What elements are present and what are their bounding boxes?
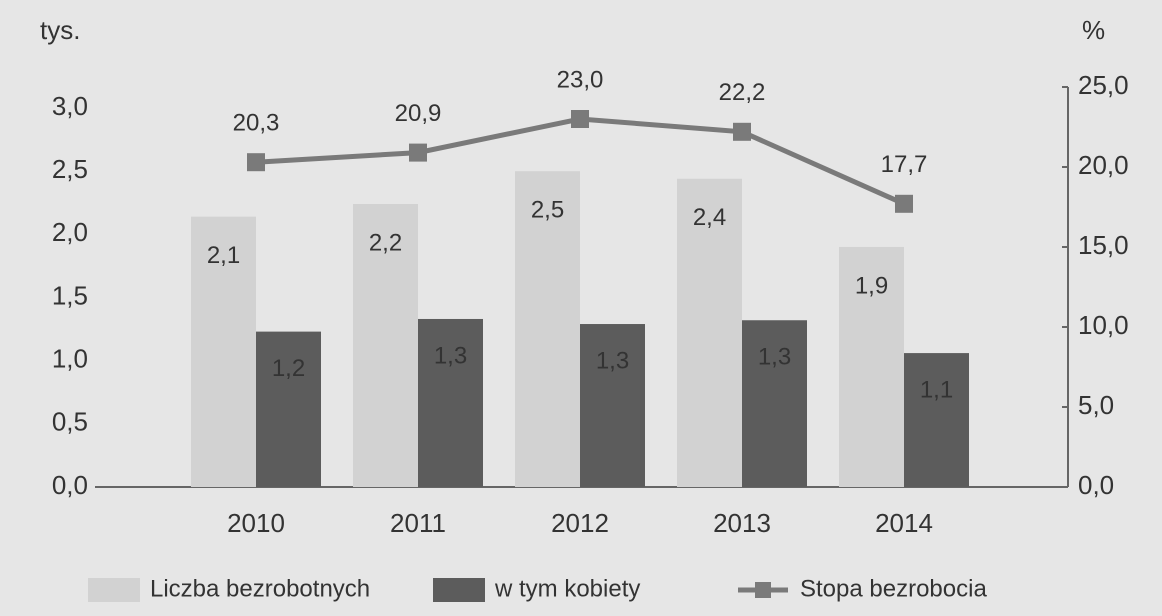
bar-label: 1,3 [434, 342, 467, 369]
bar-label: 1,9 [855, 272, 888, 299]
legend-marker [755, 582, 771, 598]
legend-label: Stopa bezrobocia [800, 575, 987, 602]
legend-swatch [88, 578, 140, 602]
bar-label: 2,5 [531, 197, 564, 224]
legend-label: Liczba bezrobotnych [150, 575, 370, 602]
line-label: 22,2 [719, 79, 766, 106]
y2-axis-label: % [1082, 15, 1105, 45]
x-tick-label: 2013 [713, 508, 771, 538]
bar [191, 216, 256, 487]
bar [418, 318, 483, 487]
x-tick-label: 2011 [390, 508, 446, 538]
x-tick-label: 2012 [551, 508, 609, 538]
y-tick-label: 0,0 [52, 470, 88, 500]
bar-label: 1,2 [272, 355, 305, 382]
line-marker [733, 122, 751, 141]
y-tick-label: 1,5 [52, 280, 88, 310]
y2-tick-label: 10,0 [1078, 310, 1129, 340]
bar [256, 331, 321, 487]
line-marker [409, 143, 427, 162]
line-marker [895, 194, 913, 213]
y2-tick-label: 25,0 [1078, 70, 1129, 100]
bar-label: 2,4 [693, 204, 726, 231]
legend-label: w tym kobiety [494, 575, 640, 602]
line-label: 20,9 [395, 100, 442, 127]
line-label: 23,0 [557, 66, 604, 93]
y2-tick-label: 15,0 [1078, 230, 1129, 260]
line-label: 20,3 [233, 110, 280, 137]
x-tick-label: 2014 [875, 508, 933, 538]
bar [904, 353, 969, 487]
bar [839, 246, 904, 487]
line-marker [571, 110, 589, 128]
y-tick-label: 1,0 [52, 344, 88, 374]
y-tick-label: 2,5 [52, 154, 88, 184]
x-tick-label: 2010 [227, 508, 285, 538]
bar [580, 324, 645, 487]
y2-tick-label: 5,0 [1078, 390, 1114, 420]
bar-label: 1,3 [596, 347, 629, 374]
y-tick-label: 2,0 [52, 217, 88, 247]
y-tick-label: 0,5 [52, 407, 88, 437]
bar [515, 171, 580, 487]
bar-label: 2,2 [369, 229, 402, 256]
legend-swatch [433, 578, 485, 602]
y-tick-label: 3,0 [52, 91, 88, 121]
line-label: 17,7 [881, 151, 928, 178]
bar [677, 178, 742, 487]
y2-tick-label: 0,0 [1078, 470, 1114, 500]
line-marker [247, 153, 265, 172]
bar-label: 1,3 [758, 344, 791, 371]
bar [742, 320, 807, 487]
y2-tick-label: 20,0 [1078, 150, 1129, 180]
bar [353, 204, 418, 487]
bar-label: 1,1 [920, 376, 953, 403]
y-axis-label: tys. [40, 15, 80, 45]
bar-label: 2,1 [207, 242, 240, 269]
